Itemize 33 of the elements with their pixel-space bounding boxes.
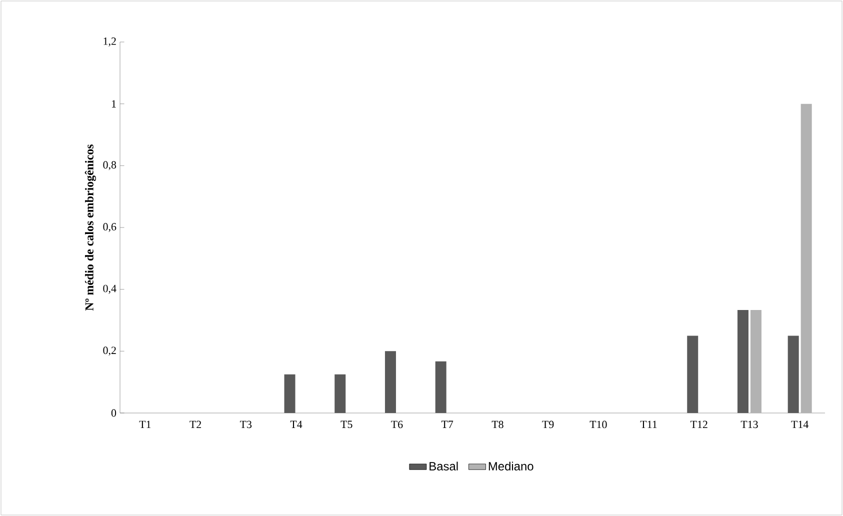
y-tick-label: 0,6 (103, 223, 116, 232)
x-tick-label: T12 (690, 420, 708, 428)
x-tick-label: T2 (190, 420, 202, 428)
legend-label: Mediano (488, 462, 534, 470)
x-tick-label: T3 (240, 420, 252, 428)
x-tick-label: T14 (791, 420, 808, 428)
x-tick-label: T10 (590, 420, 607, 428)
y-tick-label: 1 (112, 100, 116, 108)
y-axis-title: Nº médio de calos embriogênicos (84, 144, 96, 311)
x-tick-label: T1 (139, 420, 151, 428)
bar (788, 336, 799, 413)
x-tick-label: T4 (290, 420, 302, 428)
bar (800, 104, 812, 413)
x-tick-label: T9 (542, 420, 554, 428)
x-tick-label: T7 (441, 420, 454, 428)
legend-label: Basal (430, 462, 458, 470)
y-tick-label: 0,8 (103, 161, 116, 170)
bar (284, 374, 296, 413)
bar (737, 310, 748, 413)
x-tick-label: T8 (492, 420, 504, 428)
x-tick-label: T13 (740, 420, 758, 428)
bar (384, 351, 396, 413)
bar (750, 310, 762, 413)
y-tick-label: 1,2 (104, 38, 116, 46)
y-tick-label: 0,4 (103, 284, 116, 294)
x-tick-label: T6 (391, 420, 403, 428)
x-tick-label: T5 (340, 420, 352, 428)
bar (435, 361, 446, 413)
bar (334, 374, 346, 413)
y-tick-label: 0,2 (103, 346, 116, 356)
bar (687, 336, 698, 413)
x-tick-label: T11 (640, 420, 657, 428)
y-tick-label: 0 (111, 409, 116, 417)
